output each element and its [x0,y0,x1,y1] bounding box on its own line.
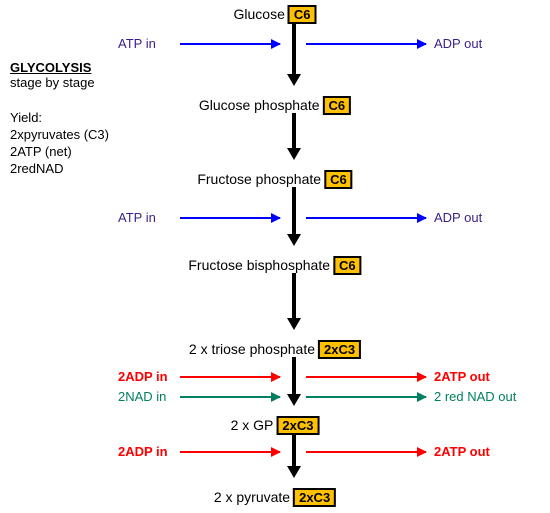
step-4: 2 x triose phosphate2xC3 [189,340,361,359]
io-in-label: ATP in [118,210,156,225]
carbon-badge: 2xC3 [318,340,361,359]
down-arrow [292,433,296,477]
carbon-badge: C6 [324,170,353,189]
down-arrow [292,273,296,329]
title-main: GLYCOLYSIS [10,60,95,75]
carbon-badge: 2xC3 [276,416,319,435]
carbon-badge: C6 [333,256,362,275]
io-out-arrow [306,396,426,398]
title-sub: stage by stage [10,75,95,90]
title-block: GLYCOLYSIS stage by stage [10,60,95,90]
down-arrow [292,22,296,85]
step-name: Glucose phosphate [199,97,320,113]
step-3: Fructose bisphosphateC6 [188,256,361,275]
step-name: Fructose phosphate [197,171,321,187]
io-out-arrow [306,451,426,453]
io-in-arrow [180,376,280,378]
down-arrow [292,113,296,159]
down-arrow [292,187,296,245]
step-1: Glucose phosphateC6 [199,96,351,115]
io-in-label: ATP in [118,36,156,51]
down-arrow [292,357,296,405]
carbon-badge: 2xC3 [293,488,336,507]
step-name: Glucose [234,6,285,22]
io-in-label: 2ADP in [118,369,168,384]
yield-l3: 2redNAD [10,161,109,178]
io-out-arrow [306,43,426,45]
io-in-arrow [180,217,280,219]
io-out-arrow [306,217,426,219]
io-out-label: 2ATP out [434,444,490,459]
step-name: 2 x GP [231,417,274,433]
io-out-label: 2 red NAD out [434,389,516,404]
io-in-arrow [180,451,280,453]
carbon-badge: C6 [323,96,352,115]
step-name: 2 x pyruvate [214,489,290,505]
io-in-arrow [180,396,280,398]
yield-l1: 2xpyruvates (C3) [10,127,109,144]
io-out-label: ADP out [434,210,482,225]
yield-block: Yield: 2xpyruvates (C3) 2ATP (net) 2redN… [10,110,109,178]
yield-l2: 2ATP (net) [10,144,109,161]
io-out-label: ADP out [434,36,482,51]
step-name: 2 x triose phosphate [189,341,315,357]
io-in-label: 2ADP in [118,444,168,459]
yield-header: Yield: [10,110,109,127]
io-in-arrow [180,43,280,45]
step-5: 2 x GP2xC3 [231,416,320,435]
step-name: Fructose bisphosphate [188,257,330,273]
io-out-label: 2ATP out [434,369,490,384]
step-6: 2 x pyruvate2xC3 [214,488,336,507]
io-in-label: 2NAD in [118,389,166,404]
io-out-arrow [306,376,426,378]
step-2: Fructose phosphateC6 [197,170,352,189]
step-0: GlucoseC6 [234,5,317,24]
